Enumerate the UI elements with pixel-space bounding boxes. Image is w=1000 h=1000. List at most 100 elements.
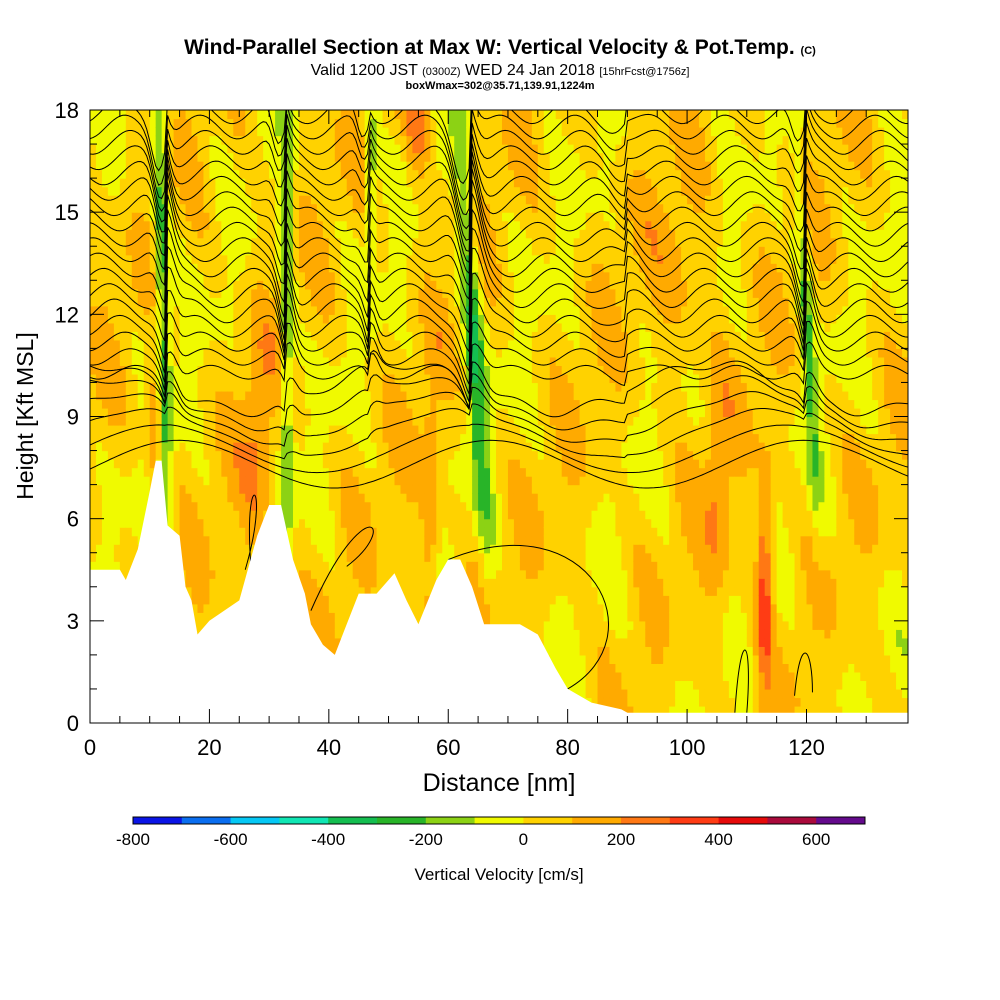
velocity-cell bbox=[221, 297, 228, 307]
velocity-cell bbox=[418, 305, 425, 315]
velocity-cell bbox=[149, 127, 157, 137]
velocity-cell bbox=[322, 416, 330, 426]
velocity-cell bbox=[293, 493, 300, 503]
velocity-cell bbox=[161, 467, 169, 477]
velocity-cell bbox=[334, 459, 342, 469]
velocity-cell bbox=[424, 339, 431, 349]
velocity-cell bbox=[95, 399, 103, 409]
velocity-cell bbox=[119, 118, 127, 128]
velocity-cell bbox=[131, 373, 139, 384]
velocity-cell bbox=[406, 178, 414, 188]
velocity-cell bbox=[209, 348, 216, 358]
velocity-cell bbox=[442, 442, 449, 452]
velocity-cell bbox=[382, 152, 390, 162]
velocity-cell bbox=[358, 373, 366, 384]
velocity-cell bbox=[245, 169, 252, 179]
velocity-cell bbox=[179, 535, 187, 545]
velocity-cell bbox=[185, 578, 193, 588]
velocity-cell bbox=[119, 135, 127, 145]
velocity-cell bbox=[90, 467, 97, 477]
velocity-cell bbox=[472, 254, 479, 264]
velocity-cell bbox=[209, 322, 216, 332]
velocity-cell bbox=[388, 467, 396, 477]
velocity-cell bbox=[107, 373, 115, 384]
velocity-cell bbox=[209, 220, 216, 230]
velocity-cell bbox=[143, 246, 151, 256]
velocity-cell bbox=[185, 288, 193, 298]
velocity-cell bbox=[340, 612, 348, 622]
velocity-cell bbox=[233, 246, 240, 256]
velocity-cell bbox=[460, 518, 467, 528]
velocity-cell bbox=[95, 263, 103, 273]
velocity-cell bbox=[251, 220, 258, 230]
velocity-cell bbox=[191, 603, 199, 613]
velocity-cell bbox=[227, 203, 234, 213]
velocity-cell bbox=[478, 569, 485, 579]
velocity-cell bbox=[448, 110, 455, 120]
velocity-cell bbox=[460, 212, 467, 222]
velocity-cell bbox=[472, 127, 479, 137]
velocity-cell bbox=[406, 569, 414, 579]
velocity-cell bbox=[143, 314, 151, 324]
velocity-cell bbox=[251, 203, 258, 213]
velocity-cell bbox=[233, 152, 240, 162]
velocity-cell bbox=[209, 493, 216, 503]
velocity-cell bbox=[275, 203, 282, 213]
velocity-cell bbox=[209, 110, 216, 120]
velocity-cell bbox=[281, 118, 288, 128]
velocity-cell bbox=[131, 288, 139, 298]
velocity-cell bbox=[424, 348, 431, 358]
velocity-cell bbox=[275, 390, 282, 401]
velocity-cell bbox=[466, 442, 473, 452]
velocity-cell bbox=[203, 127, 211, 137]
velocity-cell bbox=[101, 288, 109, 298]
velocity-cell bbox=[496, 161, 503, 171]
velocity-cell bbox=[95, 110, 103, 120]
velocity-cell bbox=[227, 365, 234, 375]
velocity-cell bbox=[328, 535, 336, 545]
velocity-cell bbox=[137, 322, 145, 332]
velocity-cell bbox=[412, 569, 419, 579]
velocity-cell bbox=[460, 110, 467, 120]
velocity-cell bbox=[472, 229, 479, 239]
velocity-cell bbox=[143, 348, 151, 358]
velocity-cell bbox=[418, 288, 425, 298]
velocity-cell bbox=[203, 237, 211, 247]
velocity-cell bbox=[430, 544, 437, 554]
velocity-cell bbox=[197, 322, 205, 332]
velocity-cell bbox=[95, 416, 103, 426]
velocity-cell bbox=[107, 425, 115, 435]
velocity-cell bbox=[257, 467, 264, 477]
velocity-cell bbox=[328, 271, 336, 281]
velocity-cell bbox=[328, 425, 336, 435]
velocity-cell bbox=[155, 195, 163, 205]
velocity-cell bbox=[370, 288, 378, 298]
velocity-cell bbox=[90, 152, 97, 162]
velocity-cell bbox=[95, 348, 103, 358]
velocity-cell bbox=[304, 186, 312, 196]
velocity-cell bbox=[304, 110, 312, 120]
velocity-cell bbox=[334, 144, 342, 154]
velocity-cell bbox=[131, 178, 139, 188]
velocity-cell bbox=[304, 603, 312, 613]
velocity-cell bbox=[460, 476, 467, 486]
velocity-cell bbox=[394, 373, 402, 384]
velocity-cell bbox=[251, 169, 258, 179]
velocity-cell bbox=[478, 467, 485, 477]
velocity-cell bbox=[239, 501, 246, 511]
velocity-cell bbox=[239, 425, 246, 435]
velocity-cell bbox=[125, 127, 133, 137]
velocity-cell bbox=[376, 527, 384, 537]
velocity-cell bbox=[125, 297, 133, 307]
velocity-cell bbox=[137, 229, 145, 239]
velocity-cell bbox=[173, 407, 181, 418]
velocity-cell bbox=[215, 314, 222, 324]
velocity-cell bbox=[454, 110, 461, 120]
velocity-cell bbox=[382, 110, 390, 120]
velocity-cell bbox=[376, 356, 384, 367]
velocity-cell bbox=[227, 493, 234, 503]
velocity-cell bbox=[496, 288, 503, 298]
velocity-cell bbox=[442, 356, 449, 367]
velocity-cell bbox=[442, 246, 449, 256]
velocity-cell bbox=[340, 331, 348, 341]
